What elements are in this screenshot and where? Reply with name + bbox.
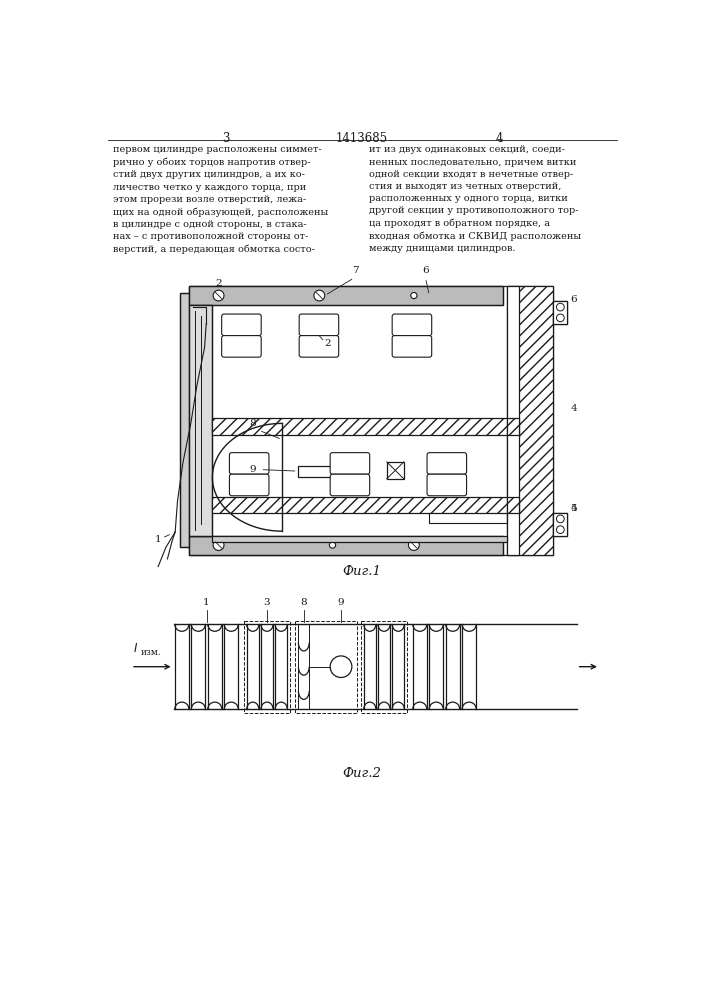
FancyBboxPatch shape — [222, 336, 261, 357]
Bar — [189, 286, 503, 305]
FancyBboxPatch shape — [330, 453, 370, 474]
Text: 1: 1 — [155, 535, 161, 544]
Bar — [212, 418, 507, 435]
Circle shape — [556, 526, 564, 533]
Bar — [212, 497, 507, 513]
Text: 8: 8 — [300, 598, 307, 607]
Bar — [554, 513, 567, 536]
Bar — [554, 301, 567, 324]
Circle shape — [556, 303, 564, 311]
Circle shape — [329, 542, 336, 548]
Circle shape — [213, 290, 224, 301]
Bar — [244, 620, 290, 713]
Text: 2: 2 — [215, 279, 222, 288]
Bar — [180, 293, 194, 547]
FancyBboxPatch shape — [230, 474, 269, 496]
Bar — [189, 536, 503, 555]
Bar — [189, 286, 503, 305]
Text: 4: 4 — [571, 504, 577, 513]
Bar — [387, 462, 404, 479]
Text: 2: 2 — [325, 339, 332, 348]
FancyBboxPatch shape — [330, 474, 370, 496]
Bar — [212, 536, 507, 542]
Text: ит из двух одинаковых секций, соеди-
ненных последовательно, причем витки
одной : ит из двух одинаковых секций, соеди- нен… — [369, 145, 581, 253]
FancyBboxPatch shape — [427, 453, 467, 474]
Text: Фиг.2: Фиг.2 — [342, 767, 381, 780]
Bar — [189, 305, 212, 536]
Bar — [554, 513, 567, 536]
Text: 7: 7 — [352, 266, 359, 275]
FancyBboxPatch shape — [392, 314, 432, 336]
Circle shape — [213, 540, 224, 550]
Text: 3: 3 — [222, 132, 229, 145]
Text: 9: 9 — [250, 465, 256, 474]
Text: 5: 5 — [571, 504, 577, 513]
Text: 9: 9 — [338, 598, 344, 607]
Bar — [507, 286, 518, 555]
Text: первом цилиндре расположены симмет-
рично у обоих торцов напротив отвер-
стий дв: первом цилиндре расположены симмет- ричн… — [113, 145, 329, 254]
Bar — [507, 497, 518, 513]
Text: 4: 4 — [571, 404, 577, 413]
Text: 6: 6 — [422, 266, 429, 275]
Circle shape — [330, 656, 352, 677]
Bar — [295, 620, 356, 713]
Text: 8: 8 — [250, 419, 256, 428]
Text: 1413685: 1413685 — [336, 132, 388, 145]
Bar — [180, 293, 194, 547]
FancyBboxPatch shape — [392, 336, 432, 357]
Bar — [189, 286, 554, 555]
Text: 3: 3 — [264, 598, 270, 607]
FancyBboxPatch shape — [299, 336, 339, 357]
Text: 6: 6 — [571, 295, 577, 304]
Bar — [189, 305, 212, 536]
FancyBboxPatch shape — [230, 453, 269, 474]
Text: $I$: $I$ — [132, 642, 138, 655]
Bar — [361, 620, 407, 713]
Text: 4: 4 — [496, 132, 503, 145]
Text: 1: 1 — [203, 598, 210, 607]
Bar — [298, 466, 332, 477]
Bar — [507, 286, 554, 555]
Text: Фиг.1: Фиг.1 — [342, 565, 381, 578]
FancyBboxPatch shape — [299, 314, 339, 336]
Circle shape — [411, 292, 417, 299]
Bar — [189, 536, 503, 555]
Circle shape — [556, 515, 564, 523]
Bar — [554, 301, 567, 324]
Circle shape — [314, 290, 325, 301]
FancyBboxPatch shape — [222, 314, 261, 336]
Bar — [507, 418, 518, 435]
Circle shape — [409, 540, 419, 550]
FancyBboxPatch shape — [427, 474, 467, 496]
Text: изм.: изм. — [141, 648, 162, 657]
Circle shape — [556, 314, 564, 322]
